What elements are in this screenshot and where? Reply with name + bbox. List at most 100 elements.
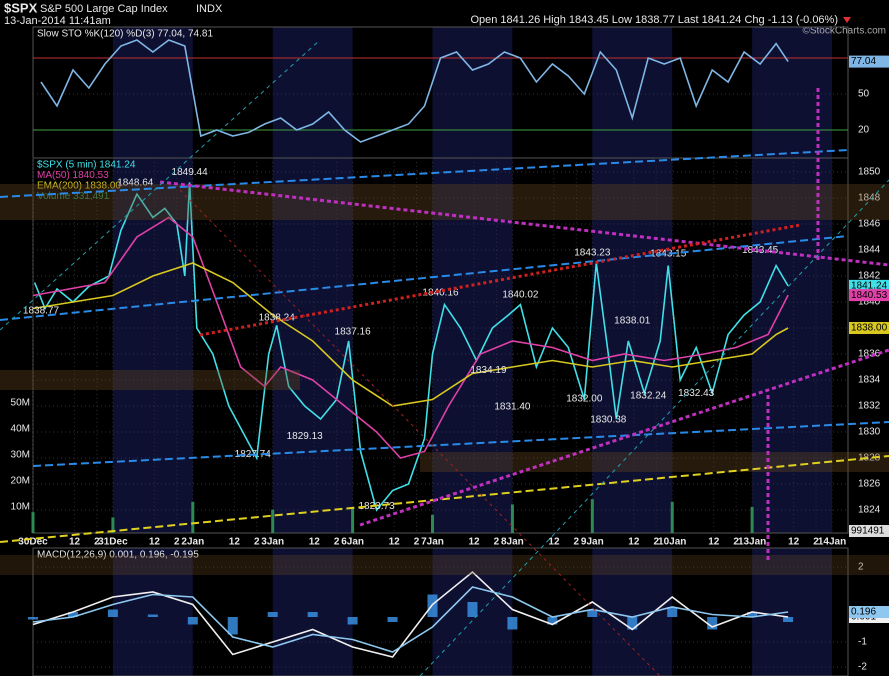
legend-entry: MA(50) 1840.53 (37, 170, 109, 181)
panel-title: MACD(12,26,9) 0.001, 0.196, -0.195 (37, 550, 199, 561)
volume-tick-label: 30M (11, 450, 30, 461)
last-value-label: 1840.53 (851, 290, 888, 301)
quote: Open 1841.26 High 1843.45 Low 1838.77 La… (470, 14, 838, 26)
volume-bar (670, 501, 674, 533)
trendline (0, 455, 889, 543)
histogram-bar (307, 612, 318, 617)
last-value-label: 1841.24 (851, 281, 888, 292)
legend-entry: EMA(200) 1838.00 (37, 181, 121, 192)
volume-tick-label: 40M (11, 424, 30, 435)
down-arrow (843, 17, 851, 23)
price-annotation: 1832.00 (566, 394, 603, 405)
price-annotation: 1834.19 (470, 365, 507, 376)
day-band (432, 158, 513, 533)
date: 13-Jan-2014 11:41am (4, 15, 111, 27)
histogram-bar (783, 617, 794, 622)
y-tick-label: 1850 (858, 167, 881, 178)
y-tick-label: 1844 (858, 245, 881, 256)
x-tick-label: 2 (254, 537, 260, 548)
price-annotation: 1849.44 (172, 167, 209, 178)
trendline (419, 179, 889, 676)
last-value-box (849, 525, 889, 537)
y-tick-label: -1 (858, 637, 867, 648)
y-tick-label: 1848 (858, 193, 881, 204)
y-tick-label: 1832 (858, 401, 881, 412)
x-tick-label: 7Jan (421, 537, 444, 548)
x-tick-label: 12 (149, 537, 161, 548)
day-band (272, 27, 353, 158)
y-tick-label: 1836 (858, 349, 881, 360)
price-annotation: 1840.02 (502, 289, 539, 300)
legend-entry: $SPX (5 min) 1841.24 (37, 160, 136, 171)
x-tick-label: 12 (389, 537, 401, 548)
histogram-bar (347, 617, 358, 625)
x-tick-label: 2 (653, 537, 659, 548)
price-annotation: 1837.16 (335, 327, 372, 338)
x-tick-label: 6Jan (341, 537, 364, 548)
last-value-box (849, 606, 889, 618)
series-line (32, 262, 789, 407)
x-tick-label: 9Jan (581, 537, 604, 548)
series-line (40, 39, 789, 143)
credit: ©StockCharts.com (802, 26, 886, 37)
x-tick-label: 12 (548, 537, 560, 548)
price-annotation: 1838.01 (614, 316, 651, 327)
price-annotation: 1832.43 (678, 388, 715, 399)
x-tick-label: 12 (708, 537, 720, 548)
histogram-bar (467, 602, 478, 617)
price-annotation: 1838.24 (259, 313, 296, 324)
last-value-label: 991491 (851, 526, 885, 537)
x-tick-label: 2 (94, 537, 100, 548)
day-shading (112, 27, 833, 676)
price-annotation: 1843.23 (574, 248, 611, 259)
day-band (752, 548, 833, 676)
x-tick-label: 30Dec (18, 537, 48, 548)
histogram-bar (507, 617, 518, 630)
histogram-bar (547, 617, 558, 625)
last-value-label: 77.04 (851, 56, 876, 67)
x-tick-label: 2 (574, 537, 580, 548)
y-tick-label: 2 (858, 562, 864, 573)
x-tick-label: 12 (309, 537, 321, 548)
exchange: INDX (196, 3, 223, 15)
y-tick-label: -2 (858, 662, 867, 673)
price-annotation: 1848.64 (117, 177, 154, 188)
x-tick-label: 2 (494, 537, 500, 548)
x-tick-label: 14Jan (818, 537, 846, 548)
trendline (159, 180, 889, 267)
day-band (752, 27, 833, 158)
panel-frame (32, 547, 849, 676)
day-band (592, 27, 673, 158)
y-tick-label: 50 (858, 89, 870, 100)
price-annotation: 1830.38 (590, 415, 627, 426)
day-band (112, 158, 193, 533)
x-tick-label: 12 (468, 537, 480, 548)
volume-bar (111, 517, 115, 533)
day-band (112, 27, 193, 158)
day-band (272, 158, 353, 533)
price-annotation: 1829.13 (287, 431, 324, 442)
y-tick-label: 1846 (858, 219, 881, 230)
y-tick-label: 1830 (858, 427, 881, 438)
histogram-bar (28, 617, 38, 620)
histogram-bar (107, 609, 118, 617)
trendline (32, 421, 889, 467)
zone (0, 370, 300, 390)
volume-bar (590, 499, 594, 533)
histogram-bar (627, 617, 638, 630)
x-tick-label: 12 (69, 537, 81, 548)
x-tick-label: 2Jan (181, 537, 204, 548)
trendline (0, 149, 849, 198)
x-tick-label: 10Jan (658, 537, 686, 548)
price-annotation: 1831.40 (494, 401, 531, 412)
x-tick-label: 12 (788, 537, 800, 548)
y-tick-label: 1840 (858, 297, 881, 308)
y-tick-label: 1834 (858, 375, 881, 386)
y-tick-label: 1826 (858, 479, 881, 490)
series-line (33, 182, 789, 512)
histogram-bar (667, 607, 678, 617)
last-value-box (849, 322, 889, 334)
histogram-bar (387, 617, 398, 622)
x-tick-label: 2 (334, 537, 340, 548)
